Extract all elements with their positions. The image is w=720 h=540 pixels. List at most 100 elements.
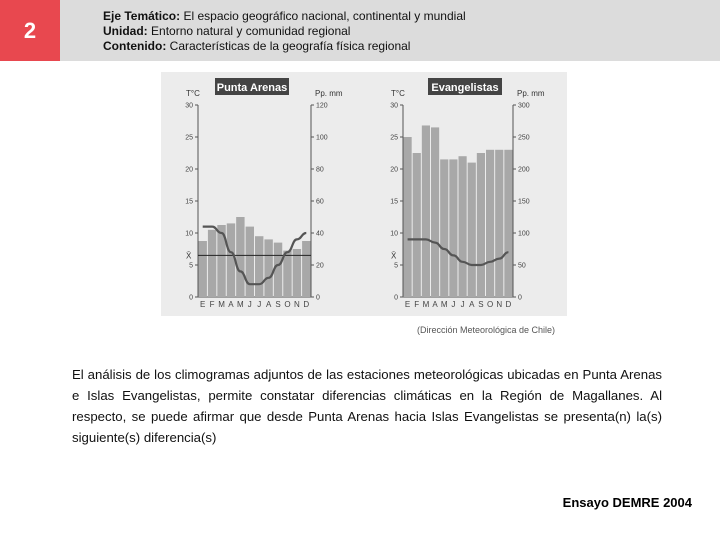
chart1-precip-bar bbox=[207, 229, 217, 297]
chart2-left-tick-label: 10 bbox=[390, 231, 398, 238]
chart2-right-tick-label: 250 bbox=[518, 135, 530, 142]
chart1-right-tick-label: 120 bbox=[316, 103, 328, 110]
chart1-precip-bar bbox=[226, 223, 236, 297]
chart2-right-tick-label: 100 bbox=[518, 231, 530, 238]
chart2-left-tick-label: 20 bbox=[390, 167, 398, 174]
chart2-precip-bar bbox=[486, 149, 495, 297]
chart1-right-axis-label: Pp. mm bbox=[315, 89, 343, 98]
chart1-month-label: J bbox=[257, 300, 261, 309]
chart1-left-tick-label: 20 bbox=[185, 167, 193, 174]
chart1-temperature-curve bbox=[202, 225, 307, 286]
source-note: (Dirección Meteorológica de Chile) bbox=[417, 325, 556, 335]
chart1-precip-bar bbox=[198, 241, 207, 297]
chart1-left-tick-label: 0 bbox=[189, 295, 193, 302]
eje-label: Eje Temático: bbox=[103, 9, 181, 23]
chart1-left-axis-label: T°C bbox=[186, 89, 200, 98]
chart2-temperature-curve bbox=[407, 238, 509, 267]
chart2-title: Evangelistas bbox=[431, 82, 498, 94]
chart2-month-label: M bbox=[423, 300, 430, 309]
chart2-precip-bar bbox=[431, 127, 440, 298]
chart2-precip-bar bbox=[467, 162, 476, 297]
chart1-month-label: N bbox=[294, 300, 300, 309]
chart2-month-label: J bbox=[461, 300, 465, 309]
chart1-precip-bar bbox=[273, 242, 283, 297]
unidad-label: Unidad: bbox=[103, 24, 148, 38]
chart2-precip-bar bbox=[449, 159, 458, 297]
chart1-title: Punta Arenas bbox=[217, 82, 288, 94]
header-bar bbox=[0, 0, 720, 61]
chart1-right-tick-label: 100 bbox=[316, 135, 328, 142]
chart1-right-tick-label: 0 bbox=[316, 295, 320, 302]
chart1-month-label: M bbox=[218, 300, 225, 309]
chart1-precip-bar bbox=[236, 217, 245, 297]
chart1-precip-bar bbox=[255, 236, 264, 297]
chart2-left-tick-label: 0 bbox=[394, 295, 398, 302]
chart1-month-label: D bbox=[303, 300, 309, 309]
chart2-month-label: E bbox=[405, 300, 410, 309]
footer-source: Ensayo DEMRE 2004 bbox=[562, 495, 692, 510]
contenido-value: Características de la geografía física r… bbox=[169, 39, 411, 53]
chart2-month-label: J bbox=[451, 300, 455, 309]
chart1-month-label: A bbox=[266, 300, 272, 309]
chart1-month-label: F bbox=[210, 300, 215, 309]
chart2-left-axis-label: T°C bbox=[391, 89, 405, 98]
chart1-precip-bar bbox=[302, 241, 311, 297]
chart1-left-tick-label: 10 bbox=[185, 231, 193, 238]
chart2-right-tick-label: 50 bbox=[518, 263, 526, 270]
chart2-right-tick-label: 300 bbox=[518, 103, 530, 110]
climograms-figure: Punta Arenas T°C Pp. mm 30 25 20 15 10 5 0 120 100 8… bbox=[161, 72, 567, 316]
chart1-precip-bar bbox=[264, 239, 273, 297]
chart1-left-tick-label: 30 bbox=[185, 103, 193, 110]
eje-value: El espacio geográfico nacional, continen… bbox=[183, 9, 466, 23]
chart2-precip-bar bbox=[403, 137, 412, 297]
chart1-month-label: M bbox=[237, 300, 244, 309]
chart2-precip-bar bbox=[440, 159, 449, 297]
chart2-month-label: D bbox=[506, 300, 512, 309]
chart1-precip-bar bbox=[292, 249, 302, 297]
chart2-month-label: N bbox=[496, 300, 502, 309]
chart2-left-tick-label: 15 bbox=[390, 199, 398, 206]
chart1-title-box bbox=[215, 78, 289, 95]
chart1-month-label: J bbox=[248, 300, 252, 309]
chart1-precip-bar bbox=[283, 250, 292, 297]
chart2-title-box bbox=[428, 78, 502, 95]
chart2-left-tick-label: 25 bbox=[390, 135, 398, 142]
chart1-right-tick-label: 80 bbox=[316, 167, 324, 174]
chart2-precip-bar bbox=[476, 153, 485, 297]
chart1-left-tick-label: 15 bbox=[185, 199, 193, 206]
chart1-month-label: A bbox=[228, 300, 234, 309]
contenido-label: Contenido: bbox=[103, 39, 167, 53]
chart1-month-label: O bbox=[284, 300, 290, 309]
chart2-precip-bar bbox=[495, 149, 504, 297]
chart1-precip-bar bbox=[217, 225, 226, 297]
chart2-precip-bar bbox=[421, 125, 430, 297]
question-text: El análisis de los climogramas adjuntos … bbox=[72, 367, 662, 445]
chart2-right-tick-label: 150 bbox=[518, 199, 530, 206]
chart1-right-tick-label: 20 bbox=[316, 263, 324, 270]
chart2-month-label: F bbox=[414, 300, 419, 309]
chart2-precip-bar bbox=[504, 149, 513, 297]
chart2-left-tick-label: 30 bbox=[390, 103, 398, 110]
chart2-month-label: A bbox=[432, 300, 438, 309]
slide-number: 2 bbox=[0, 0, 60, 61]
chart1-right-tick-label: 40 bbox=[316, 231, 324, 238]
chart2-left-tick-label: 5 bbox=[394, 263, 398, 270]
chart1-precip-bar bbox=[245, 226, 254, 297]
chart1-mean-label: X̄ bbox=[186, 251, 192, 260]
chart2-precip-bar bbox=[412, 153, 421, 297]
chart1-right-tick-label: 60 bbox=[316, 199, 324, 206]
chart1-left-tick-label: 5 bbox=[189, 263, 193, 270]
chart2-month-label: S bbox=[478, 300, 483, 309]
chart2-right-axis-label: Pp. mm bbox=[517, 89, 545, 98]
unidad-value: Entorno natural y comunidad regional bbox=[151, 24, 351, 38]
chart2-right-tick-label: 0 bbox=[518, 295, 522, 302]
header-text: Eje Temático: El espacio geográfico naci… bbox=[103, 9, 466, 54]
chart2-mean-label: X̄ bbox=[391, 251, 397, 260]
chart1-month-label: S bbox=[275, 300, 280, 309]
chart2-right-tick-label: 200 bbox=[518, 167, 530, 174]
chart2-precip-bar bbox=[458, 156, 467, 297]
chart1-month-label: E bbox=[200, 300, 205, 309]
chart2-month-label: O bbox=[487, 300, 493, 309]
chart2-month-label: A bbox=[469, 300, 475, 309]
